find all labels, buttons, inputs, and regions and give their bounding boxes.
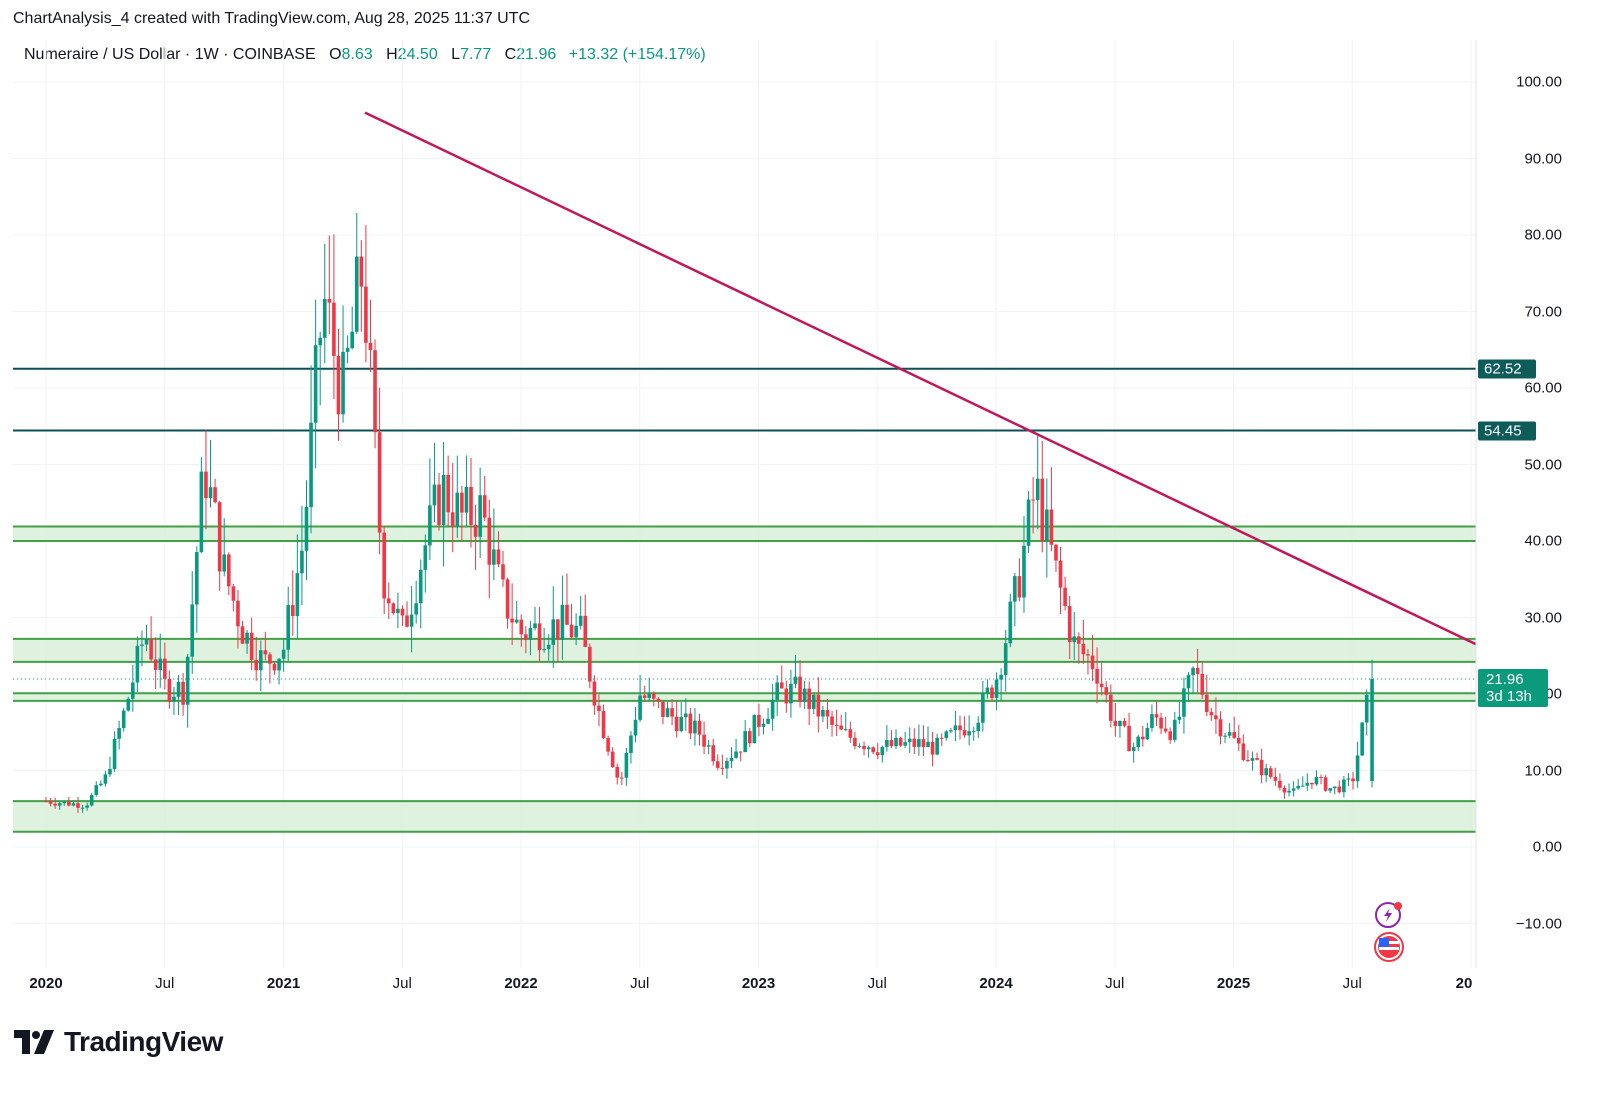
last-price-value: 21.96 (1486, 671, 1524, 688)
time-axis-label: Jul (155, 975, 175, 992)
bar-countdown: 3d 13h (1486, 688, 1532, 705)
us-flag-icon[interactable] (1373, 932, 1407, 962)
time-axis-label: Jul (1105, 975, 1125, 992)
time-axis-label: 2025 (1216, 975, 1251, 992)
price-axis-label: 70.00 (1524, 303, 1562, 320)
horizontal-levels[interactable] (13, 367, 1476, 432)
symbol-name[interactable]: Numeraire / US Dollar · 1W · COINBASE (24, 46, 316, 63)
level-tag-62: 62.52 (1478, 359, 1536, 379)
price-axis-label: 40.00 (1524, 532, 1562, 550)
high-label: H (386, 46, 398, 63)
symbol-legend: Numeraire / US Dollar · 1W · COINBASE O8… (24, 46, 706, 64)
time-axis-label: 2021 (266, 975, 301, 992)
time-axis-label: 20 (1455, 975, 1473, 992)
chart-caption: ChartAnalysis_4 created with TradingView… (13, 10, 531, 27)
tradingview-logo-icon (14, 1030, 54, 1054)
price-axis-label: 80.00 (1524, 226, 1562, 244)
lightning-icon[interactable] (1374, 900, 1406, 930)
time-axis-label: Jul (867, 975, 887, 992)
time-axis-label: Jul (1342, 975, 1362, 992)
level-tag-54: 54.45 (1478, 421, 1536, 441)
price-axis-label: 30.00 (1524, 609, 1562, 626)
price-axis-label: 100.00 (1516, 73, 1562, 91)
descending-trendline[interactable] (364, 111, 1477, 646)
price-axis-label: −10.00 (1515, 915, 1562, 932)
candlestick-series (44, 212, 1374, 813)
high-value: 24.50 (397, 46, 438, 63)
tradingview-wordmark: TradingView (64, 1026, 223, 1057)
price-axis-label: 90.00 (1524, 150, 1562, 167)
time-axis-label: Jul (630, 975, 650, 992)
close-value: 21.96 (516, 46, 557, 63)
open-value: 8.63 (341, 46, 373, 63)
time-axis-label: 2020 (29, 975, 63, 992)
time-axis-label: Jul (392, 975, 412, 992)
price-axis-label: 60.00 (1524, 379, 1562, 397)
price-axis-label: 50.00 (1524, 456, 1562, 473)
time-axis-label: 2024 (979, 975, 1013, 992)
tradingview-logo[interactable]: TradingView (14, 1026, 223, 1058)
low-label: L (451, 46, 461, 63)
time-axis-label: 2022 (504, 975, 538, 992)
change-value: +13.32 (+154.17%) (568, 46, 706, 63)
open-label: O (329, 46, 342, 63)
time-axis-label: 2023 (741, 975, 776, 992)
support-resistance-zones[interactable] (13, 525, 1476, 833)
price-axis-label: 10.00 (1524, 762, 1562, 779)
price-axis-label: 0.00 (1532, 838, 1562, 856)
close-label: C (504, 46, 517, 63)
low-value: 7.77 (460, 46, 492, 63)
last-price-tag: 21.96 3d 13h (1478, 669, 1548, 707)
